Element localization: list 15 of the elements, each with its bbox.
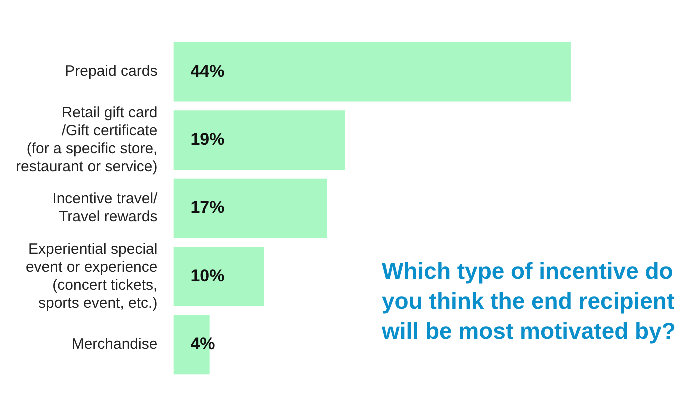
data-label: 4% [190, 334, 216, 354]
data-label: 10% [190, 266, 225, 286]
data-label: 17% [190, 198, 225, 218]
y-tick-label: Incentive travel/ Travel rewards [52, 190, 159, 226]
data-label: 44% [190, 62, 225, 81]
bar [174, 42, 571, 102]
bar [174, 178, 328, 238]
bar [174, 110, 346, 170]
y-tick-label: Prepaid cards [65, 63, 158, 80]
text: Which type of incentive do you think the end recipient will be most motivated by? [382, 257, 677, 346]
y-tick-label: Merchandise [72, 336, 158, 354]
y-tick-label: Experiential special event or experience (concert tickets, sports event, etc.) [26, 240, 158, 312]
bar [174, 247, 264, 306]
data-label: 19% [190, 130, 225, 149]
y-tick-label: Retail gift card /Gift certificate (for a specific store, restaurant or service) [16, 104, 158, 176]
